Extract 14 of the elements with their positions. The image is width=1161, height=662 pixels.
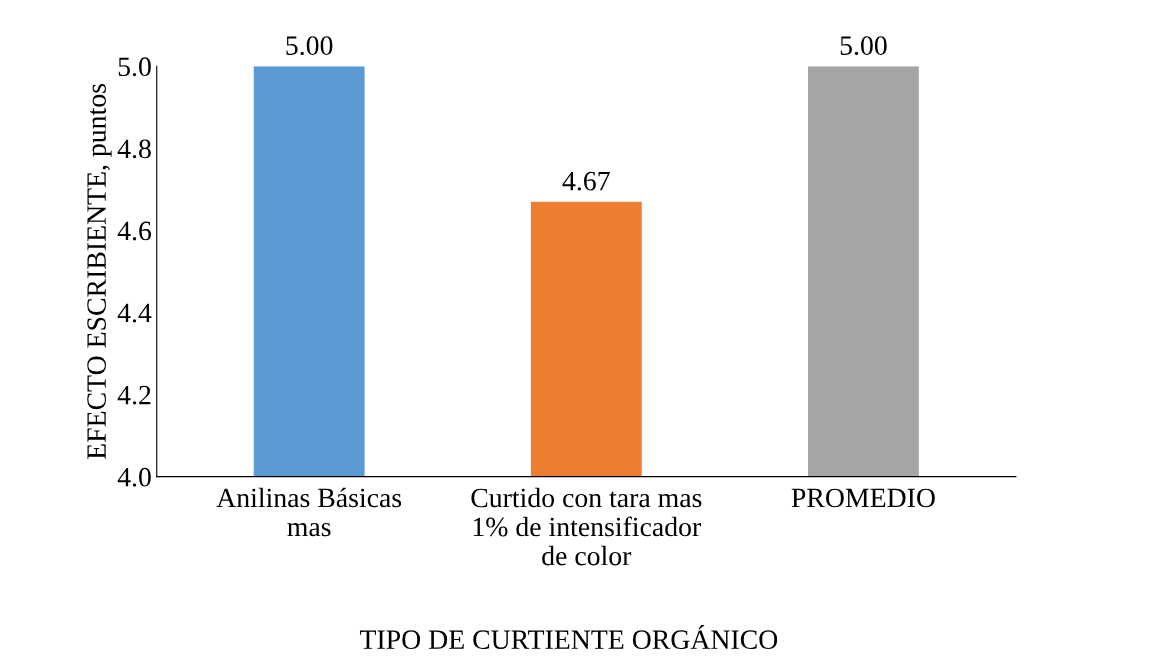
y-tick-label: 5.0 bbox=[118, 57, 151, 77]
y-tick-label: 4.4 bbox=[117, 303, 152, 323]
y-tick-label: 4.2 bbox=[117, 385, 151, 405]
y-tick-label: 4.0 bbox=[117, 467, 151, 487]
x-axis-title: TIPO DE CURTIENTE ORGÁNICO bbox=[359, 625, 778, 650]
x-tick-label: Anilinas Básicas mas bbox=[216, 487, 402, 537]
y-tick-label: 4.6 bbox=[117, 221, 152, 241]
data-label: 4.67 bbox=[562, 171, 610, 191]
y-axis-title: EFECTO ESCRIBIENTE, puntos bbox=[87, 84, 112, 460]
y-tick-label: 4.8 bbox=[117, 139, 151, 159]
x-tick-label: PROMEDIO bbox=[791, 488, 935, 508]
data-label: 5.00 bbox=[840, 36, 887, 56]
x-tick-label: Curtido con tara mas 1% de intensificador de color bbox=[471, 487, 702, 566]
data-label: 5.00 bbox=[286, 36, 333, 56]
